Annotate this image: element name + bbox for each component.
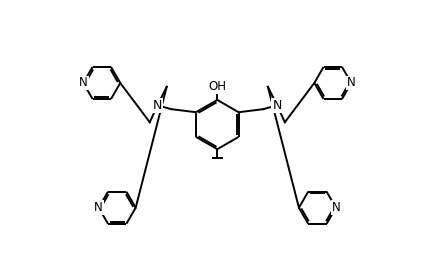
Text: N: N: [273, 99, 282, 112]
Text: N: N: [153, 99, 162, 112]
Text: OH: OH: [208, 80, 226, 92]
Text: N: N: [79, 76, 88, 90]
Text: N: N: [332, 201, 340, 214]
Text: N: N: [347, 76, 356, 90]
Text: N: N: [95, 201, 103, 214]
